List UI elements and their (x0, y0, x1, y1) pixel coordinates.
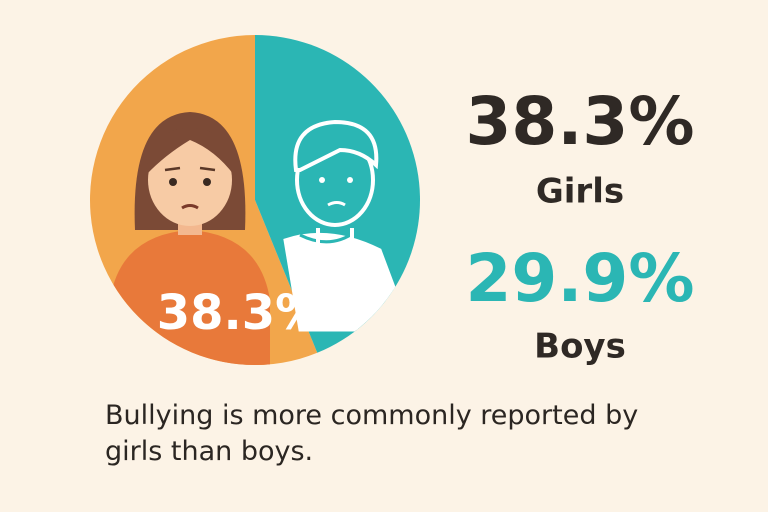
boys-value: 29.9% (466, 240, 695, 317)
girls-value: 38.3% (466, 83, 695, 160)
boys-label: Boys (534, 327, 626, 367)
slice-label: 38.3% (157, 285, 324, 341)
girls-label: Girls (536, 172, 624, 212)
caption: Bullying is more commonly reported by gi… (105, 400, 639, 467)
